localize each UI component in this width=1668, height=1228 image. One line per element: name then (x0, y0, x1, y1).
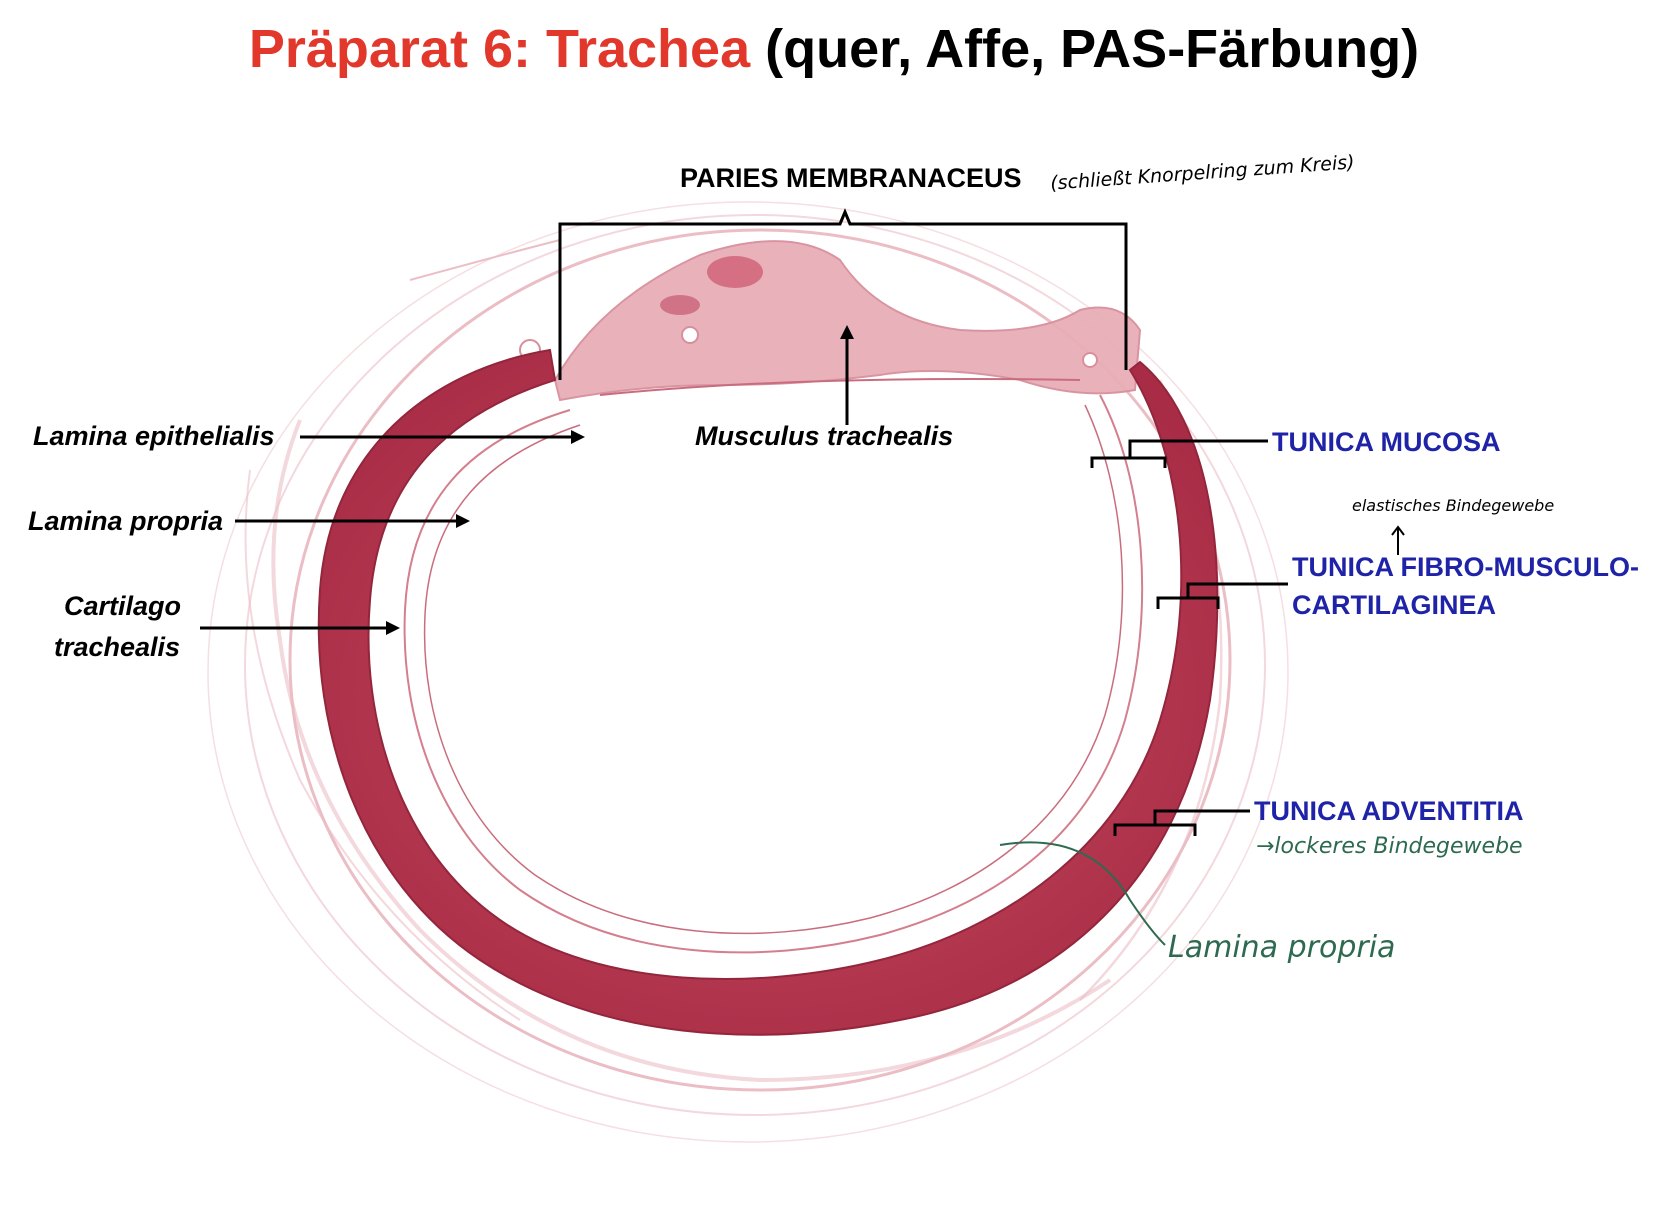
label-lamina-epithelialis: Lamina epithelialis (33, 421, 275, 451)
handwritten-arrow (1391, 525, 1405, 555)
label-paries-membranaceus: PARIES MEMBRANACEUS (680, 163, 1022, 193)
label-cartilago-line1: Cartilago (64, 591, 182, 621)
label-tunica-fibro-line1: TUNICA FIBRO-MUSCULO- (1292, 552, 1639, 582)
label-tunica-fibro-line2: CARTILAGINEA (1292, 590, 1496, 620)
handwritten-pointer (999, 841, 1166, 946)
note-lamina-propria-handwritten: Lamina propria (1168, 930, 1396, 965)
label-musculus-trachealis: Musculus trachealis (695, 421, 954, 451)
vessel (681, 326, 699, 344)
vessel (707, 256, 763, 288)
title-sub: (quer, Affe, PAS-Färbung) (765, 19, 1420, 79)
label-tunica-mucosa: TUNICA MUCOSA (1272, 427, 1501, 457)
page-title: Präparat 6: Trachea (quer, Affe, PAS-Fär… (0, 18, 1668, 80)
note-elastisches-bindegewebe: elastisches Bindegewebe (1352, 496, 1555, 515)
vessel (660, 295, 700, 315)
annotation-lines (200, 208, 1288, 836)
label-tunica-adventitia: TUNICA ADVENTITIA (1254, 796, 1524, 826)
cartilage-ring (317, 348, 1219, 1036)
label-cartilago-line2: trachealis (54, 632, 181, 662)
label-lamina-propria: Lamina propria (28, 506, 224, 536)
arrowheads (386, 325, 854, 635)
mucosa-layer (403, 378, 1144, 954)
vessel (1082, 352, 1098, 368)
note-lockeres-bindegewebe: →lockeres Bindegewebe (1256, 834, 1523, 859)
title-main: Präparat 6: Trachea (248, 19, 751, 79)
